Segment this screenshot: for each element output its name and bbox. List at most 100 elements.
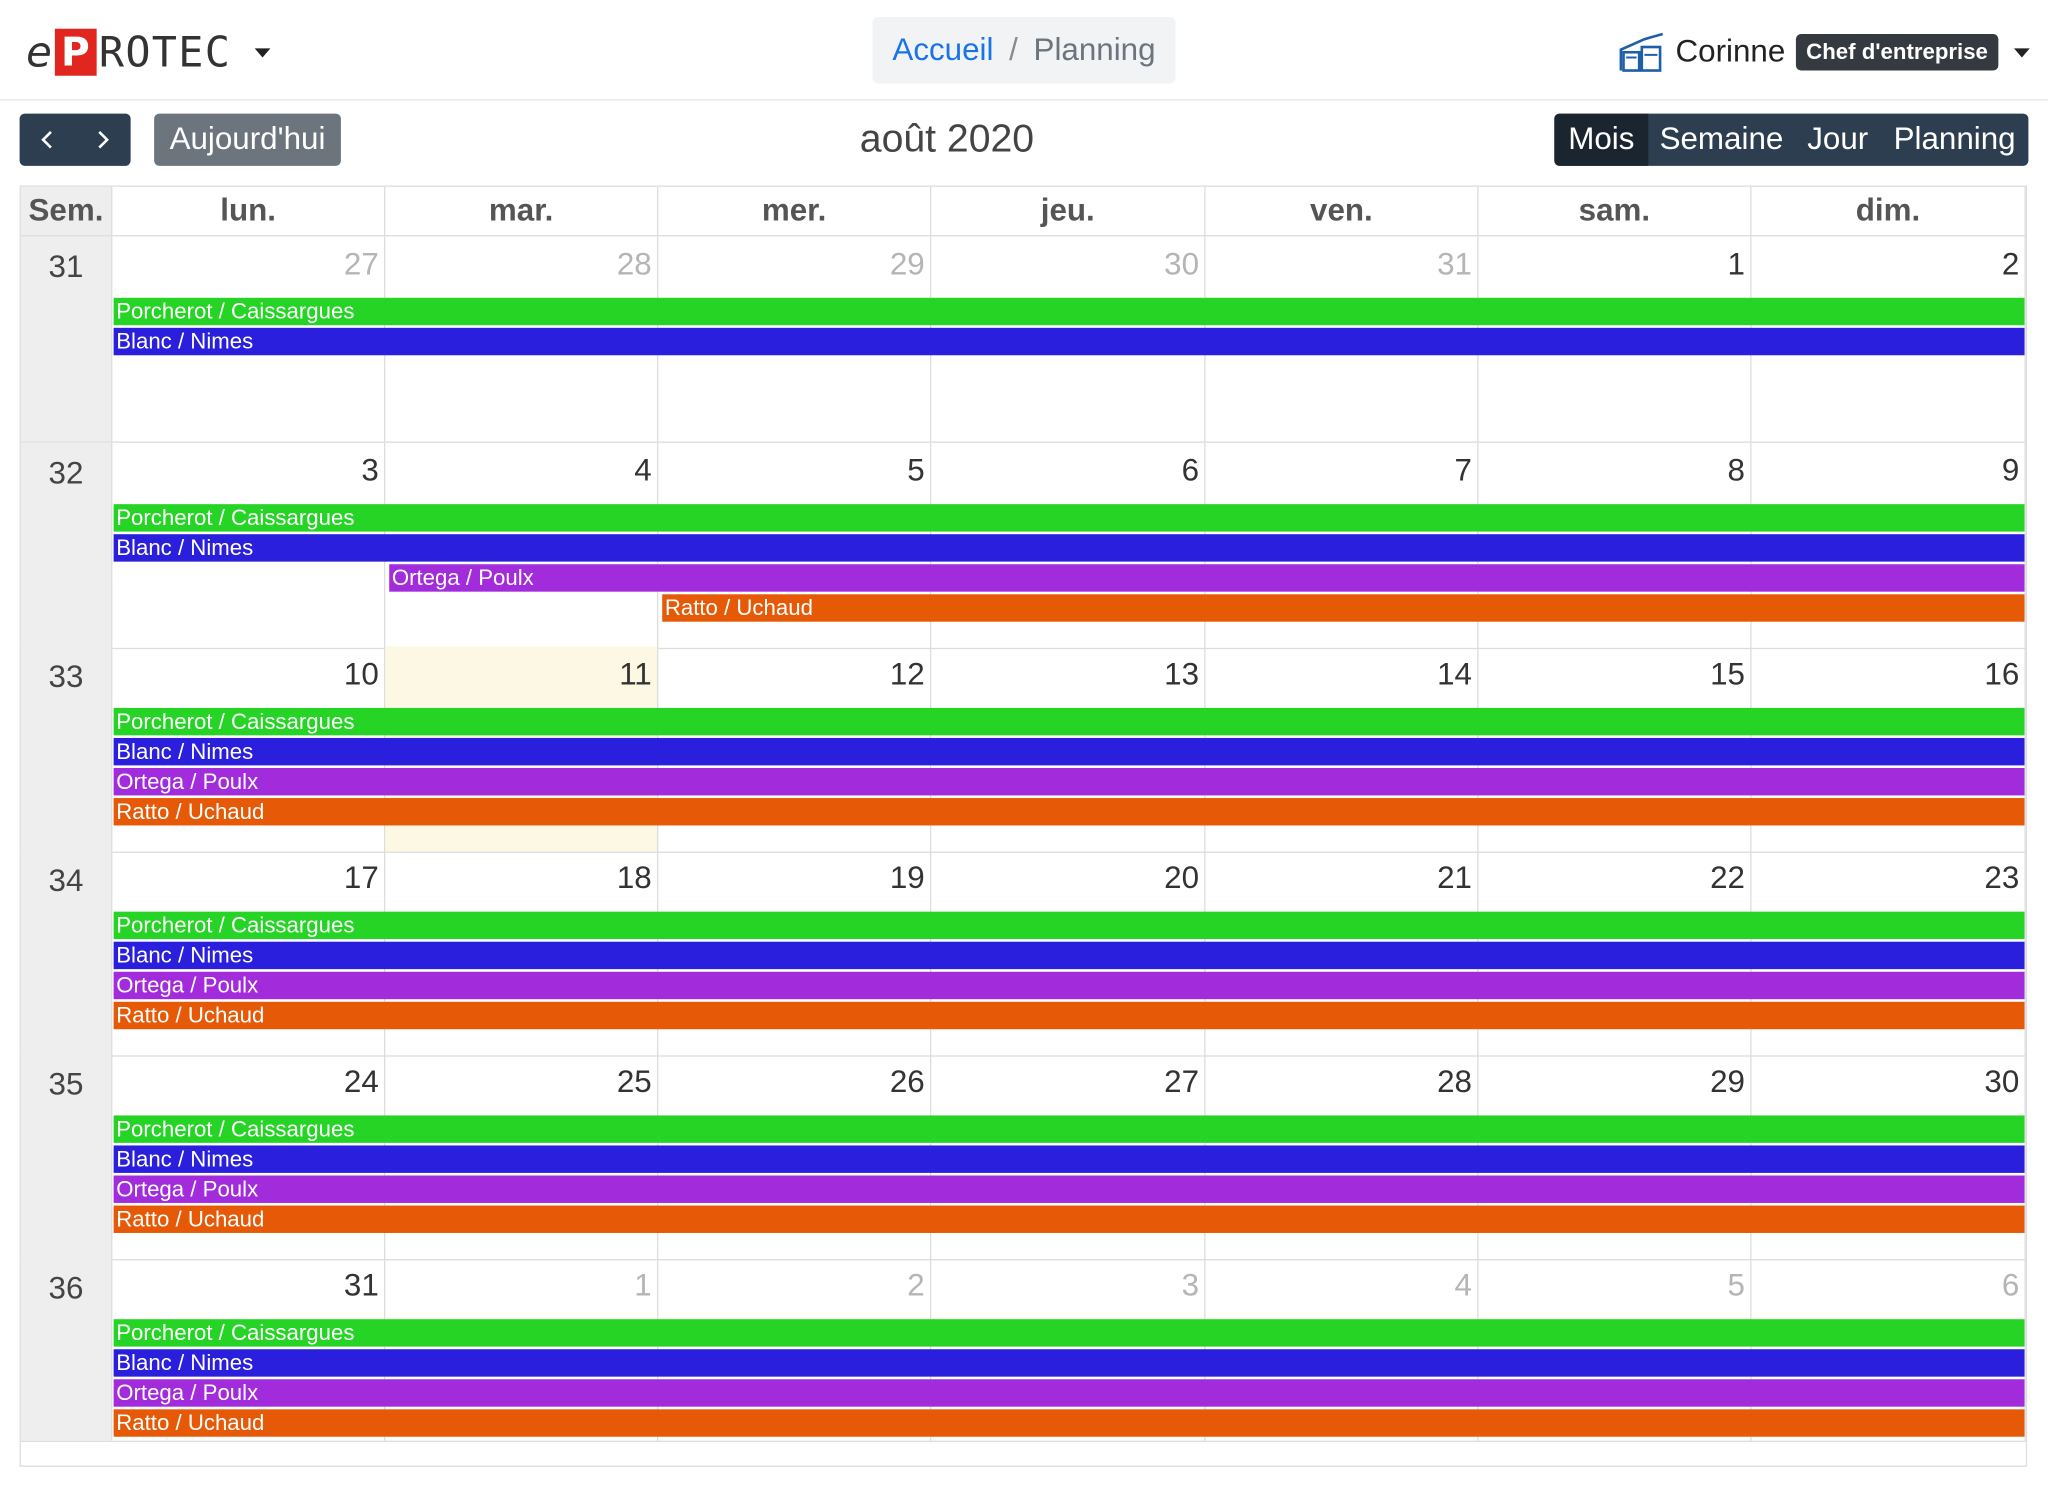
day-header: jeu. <box>931 186 1206 237</box>
day-cell[interactable]: 31 <box>112 1257 386 1441</box>
day-cell[interactable]: 28 <box>1206 1054 1479 1260</box>
calendar-event[interactable]: Porcherot / Caissargues <box>113 707 2025 736</box>
day-number[interactable]: 26 <box>889 1064 925 1100</box>
day-number[interactable]: 6 <box>2001 1268 2020 1304</box>
day-number[interactable]: 4 <box>634 453 652 489</box>
app-logo[interactable]: e P ROTEC <box>26 26 271 78</box>
calendar-event[interactable]: Blanc / Nimes <box>113 1145 2025 1173</box>
day-number[interactable]: 2 <box>2001 246 2020 283</box>
day-number[interactable]: 1 <box>1727 246 1745 283</box>
today-button[interactable]: Aujourd'hui <box>154 113 341 166</box>
day-number[interactable]: 15 <box>1710 656 1745 693</box>
day-number[interactable]: 28 <box>616 246 652 283</box>
day-number[interactable]: 31 <box>343 1268 379 1304</box>
calendar-event[interactable]: Ratto / Uchaud <box>662 594 2025 622</box>
day-cell[interactable]: 6 <box>1752 1257 2026 1441</box>
day-number[interactable]: 12 <box>889 656 925 693</box>
day-number[interactable]: 2 <box>907 1268 925 1304</box>
day-cell[interactable]: 3 <box>931 1257 1206 1441</box>
calendar-event[interactable]: Ortega / Poulx <box>113 1175 2025 1203</box>
view-semaine-button[interactable]: Semaine <box>1659 121 1784 157</box>
day-number[interactable]: 20 <box>1164 860 1200 896</box>
day-cell[interactable]: 2 <box>658 1257 932 1441</box>
calendar-event[interactable]: Blanc / Nimes <box>113 534 2025 562</box>
chevron-left-icon <box>41 130 53 149</box>
day-number[interactable]: 27 <box>343 246 379 283</box>
calendar-event[interactable]: Ortega / Poulx <box>113 971 2025 1000</box>
day-number[interactable]: 28 <box>1437 1064 1472 1100</box>
prev-button[interactable] <box>20 114 76 166</box>
day-number[interactable]: 3 <box>1181 1268 1200 1304</box>
day-number[interactable]: 30 <box>1984 1064 2020 1100</box>
day-number[interactable]: 4 <box>1454 1268 1472 1304</box>
calendar-event[interactable]: Porcherot / Caissargues <box>113 1319 2025 1347</box>
calendar-event[interactable]: Ratto / Uchaud <box>113 1205 2025 1233</box>
day-number[interactable]: 29 <box>1710 1064 1745 1100</box>
week-number: 33 <box>20 646 113 852</box>
calendar-event[interactable]: Ortega / Poulx <box>113 1379 2025 1407</box>
calendar-event[interactable]: Porcherot / Caissargues <box>113 297 2025 326</box>
view-jour-button[interactable]: Jour <box>1807 121 1869 157</box>
calendar-event[interactable]: Ratto / Uchaud <box>113 1409 2025 1437</box>
calendar-event[interactable]: Ortega / Poulx <box>113 767 2025 796</box>
day-number[interactable]: 13 <box>1164 656 1200 693</box>
calendar-event[interactable]: Porcherot / Caissargues <box>113 911 2025 940</box>
day-number[interactable]: 14 <box>1437 656 1472 693</box>
next-button[interactable] <box>75 114 131 166</box>
day-header: lun. <box>112 186 386 237</box>
day-number[interactable]: 21 <box>1437 860 1472 896</box>
view-switcher: Mois Semaine Jour Planning <box>1554 113 2029 166</box>
breadcrumb-home-link[interactable]: Accueil <box>892 31 994 68</box>
day-number[interactable]: 3 <box>361 453 379 489</box>
day-number[interactable]: 17 <box>343 860 379 896</box>
calendar-event[interactable]: Ratto / Uchaud <box>113 1001 2025 1030</box>
breadcrumb: Accueil / Planning <box>872 16 1176 84</box>
user-name: Corinne <box>1675 33 1786 70</box>
month-calendar: Sem. lun. mar. mer. jeu. ven. sam. dim. 31 27 28 29… <box>19 185 2028 1467</box>
day-cell[interactable]: 16 <box>1752 646 2026 852</box>
day-number[interactable]: 5 <box>907 453 925 489</box>
chevron-right-icon <box>98 130 109 149</box>
chevron-down-icon[interactable] <box>2014 47 2030 57</box>
day-number[interactable]: 11 <box>619 656 652 693</box>
day-number[interactable]: 9 <box>2001 453 2020 489</box>
calendar-event[interactable]: Porcherot / Caissargues <box>113 1115 2025 1143</box>
day-number[interactable]: 18 <box>616 860 652 896</box>
view-mois-button[interactable]: Mois <box>1554 113 1649 166</box>
day-cell[interactable]: 1 <box>385 1257 659 1441</box>
day-cell[interactable]: 4 <box>1206 1257 1479 1441</box>
calendar-event[interactable]: Ortega / Poulx <box>389 564 2025 592</box>
day-number[interactable]: 29 <box>889 246 925 283</box>
day-number[interactable]: 24 <box>343 1064 379 1100</box>
day-number[interactable]: 7 <box>1454 453 1472 489</box>
day-cell[interactable]: 2 <box>1752 236 2026 442</box>
view-planning-button[interactable]: Planning <box>1893 121 2016 157</box>
calendar-event[interactable]: Blanc / Nimes <box>113 737 2025 766</box>
day-number[interactable]: 8 <box>1727 453 1745 489</box>
day-number[interactable]: 19 <box>889 860 925 896</box>
chevron-down-icon[interactable] <box>254 47 271 57</box>
breadcrumb-separator: / <box>1009 31 1018 68</box>
calendar-event[interactable]: Ratto / Uchaud <box>113 798 2025 826</box>
calendar-event[interactable]: Porcherot / Caissargues <box>113 504 2025 532</box>
day-number[interactable]: 16 <box>1984 656 2020 693</box>
day-number[interactable]: 22 <box>1710 860 1745 896</box>
day-number[interactable]: 6 <box>1181 453 1200 489</box>
day-cell[interactable]: 5 <box>1479 1257 1752 1441</box>
day-number[interactable]: 25 <box>616 1064 652 1100</box>
day-number[interactable]: 31 <box>1437 246 1472 283</box>
day-cell[interactable]: 23 <box>1752 850 2026 1056</box>
day-number[interactable]: 23 <box>1984 860 2020 896</box>
day-number[interactable]: 27 <box>1164 1064 1200 1100</box>
calendar-event[interactable]: Blanc / Nimes <box>113 327 2025 356</box>
user-menu[interactable]: Corinne Chef d'entreprise <box>1618 29 2030 76</box>
day-cell[interactable]: 9 <box>1752 442 2026 648</box>
day-number[interactable]: 5 <box>1727 1268 1745 1304</box>
day-number[interactable]: 30 <box>1164 246 1200 283</box>
week-row: 35 24 25 26 27 28 29 30 Porcherot / Caissargues B… <box>20 1054 2026 1261</box>
day-number[interactable]: 1 <box>634 1268 652 1304</box>
day-cell[interactable]: 30 <box>1752 1054 2026 1260</box>
calendar-event[interactable]: Blanc / Nimes <box>113 1349 2025 1377</box>
day-number[interactable]: 10 <box>343 656 379 693</box>
calendar-event[interactable]: Blanc / Nimes <box>113 941 2025 970</box>
